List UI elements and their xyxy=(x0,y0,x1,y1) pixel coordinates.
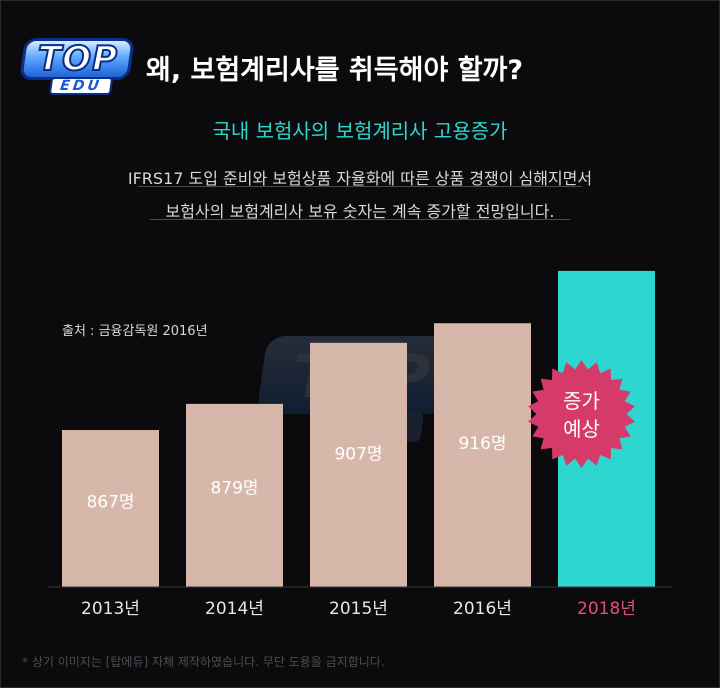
increase-badge-text: 예상 xyxy=(563,417,600,441)
description-underline-2 xyxy=(150,219,570,220)
x-tick-label: 2015년 xyxy=(329,599,388,619)
bar-2014년 xyxy=(186,403,283,587)
source-note: 출처 : 금융감독원 2016년 xyxy=(62,324,208,339)
bar-2013년 xyxy=(62,430,159,587)
bar-value-label: 879명 xyxy=(210,478,258,498)
description-underline-1 xyxy=(138,186,582,187)
topedu-logo: TOP EDU xyxy=(19,38,135,95)
x-tick-label: 2018년 xyxy=(577,599,636,619)
x-tick-label: 2014년 xyxy=(205,599,264,619)
footnote: * 상기 이미지는 [탑에듀] 자체 제작하였습니다. 무단 도용을 금지합니다… xyxy=(22,655,385,669)
description-line-1: IFRS17 도입 준비와 보험상품 자율화에 따른 상품 경쟁이 심해지면서 xyxy=(127,169,593,188)
bar-value-label: 867명 xyxy=(86,493,134,513)
bar-value-label: 907명 xyxy=(334,445,382,465)
increase-badge-starburst xyxy=(528,360,635,468)
bar-2016년 xyxy=(434,323,531,587)
increase-badge-text: 증가 xyxy=(563,389,600,413)
description-line-2: 보험사의 보험계리사 보유 숫자는 계속 증가할 전망입니다. xyxy=(165,202,555,221)
x-tick-label: 2016년 xyxy=(453,599,512,619)
bar-2015년 xyxy=(310,342,407,587)
bar-value-label: 916명 xyxy=(458,434,506,454)
chart-subtitle: 국내 보험사의 보험계리사 고용증가 xyxy=(212,119,508,143)
x-tick-label: 2013년 xyxy=(81,599,140,619)
page-title: 왜, 보험계리사를 취득해야 할까? xyxy=(146,55,524,86)
logo-top-text: TOP xyxy=(37,38,118,80)
